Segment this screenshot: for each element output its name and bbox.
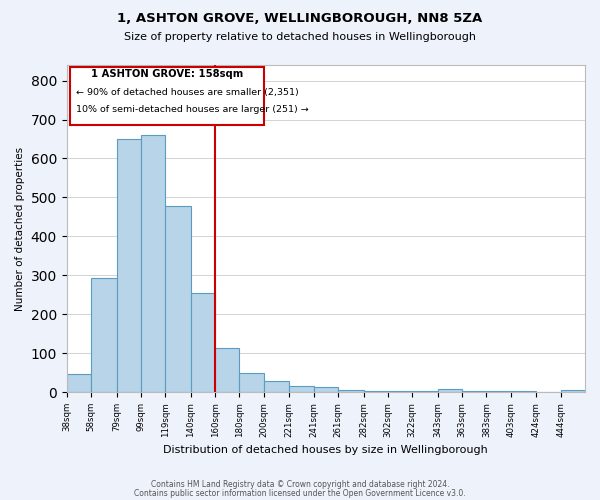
Text: 10% of semi-detached houses are larger (251) →: 10% of semi-detached houses are larger (… — [76, 106, 309, 114]
Bar — [116, 138, 141, 392]
Bar — [314, 387, 338, 392]
Bar — [191, 293, 215, 392]
Bar — [289, 386, 314, 392]
Bar — [67, 374, 91, 392]
Bar — [487, 391, 511, 392]
Bar — [462, 391, 487, 392]
Text: Contains HM Land Registry data © Crown copyright and database right 2024.: Contains HM Land Registry data © Crown c… — [151, 480, 449, 489]
Bar — [239, 374, 264, 392]
Y-axis label: Number of detached properties: Number of detached properties — [15, 146, 25, 310]
Text: Size of property relative to detached houses in Wellingborough: Size of property relative to detached ho… — [124, 32, 476, 42]
FancyBboxPatch shape — [70, 67, 264, 126]
Bar — [141, 136, 165, 392]
Bar — [215, 348, 239, 392]
Bar — [338, 390, 364, 392]
Bar — [91, 278, 116, 392]
Text: 1, ASHTON GROVE, WELLINGBOROUGH, NN8 5ZA: 1, ASHTON GROVE, WELLINGBOROUGH, NN8 5ZA — [118, 12, 482, 26]
Bar — [165, 206, 191, 392]
Bar — [511, 391, 536, 392]
Bar — [412, 391, 438, 392]
Text: 1 ASHTON GROVE: 158sqm: 1 ASHTON GROVE: 158sqm — [91, 68, 243, 78]
Bar — [364, 391, 388, 392]
Bar — [388, 391, 412, 392]
Text: Contains public sector information licensed under the Open Government Licence v3: Contains public sector information licen… — [134, 489, 466, 498]
Bar — [438, 389, 462, 392]
Text: ← 90% of detached houses are smaller (2,351): ← 90% of detached houses are smaller (2,… — [76, 88, 299, 97]
Bar — [264, 381, 289, 392]
X-axis label: Distribution of detached houses by size in Wellingborough: Distribution of detached houses by size … — [163, 445, 488, 455]
Bar — [560, 390, 585, 392]
